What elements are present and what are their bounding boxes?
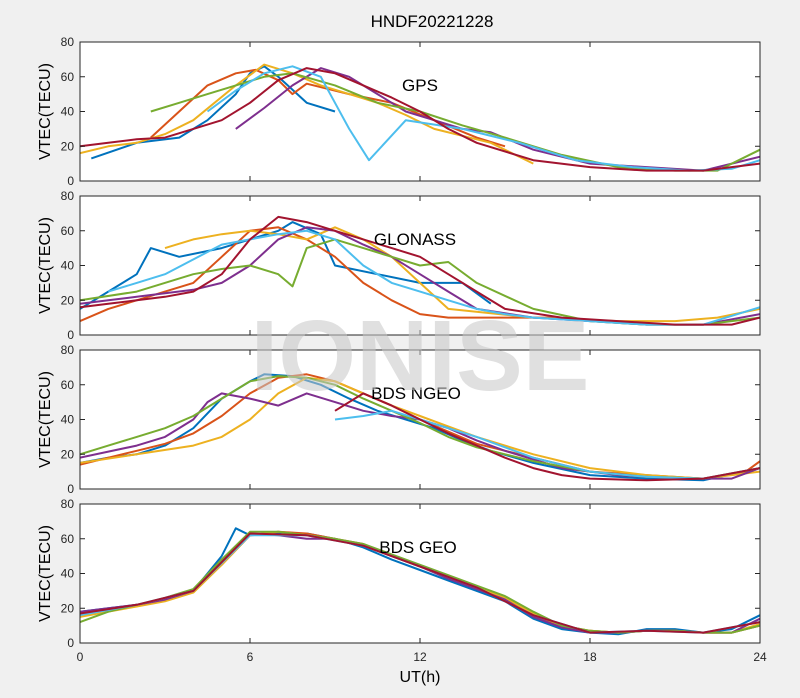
x-tick-label: 18 <box>583 650 597 664</box>
series-line-2 <box>164 226 760 323</box>
panel-2: 0 20 40 60 80 VTEC(TECU) BDS NGEO <box>37 343 761 496</box>
series-group <box>80 63 760 172</box>
x-tick-label: 6 <box>247 650 254 664</box>
y-tick-label: 60 <box>61 378 75 392</box>
y-tick-label: 60 <box>61 70 75 84</box>
panel-3: 0 20 40 60 80 0 6 12 18 24 VTEC(TECU) BDS GEO <box>37 497 767 664</box>
x-axis-label: UT(h) <box>400 669 441 686</box>
y-tick-label: 0 <box>67 174 74 188</box>
y-axis-label: VTEC(TECU) <box>37 63 54 160</box>
watermark-text: IONISE <box>251 300 590 412</box>
series-line-6 <box>80 67 760 172</box>
y-tick-label: 60 <box>61 224 75 238</box>
series-group <box>80 373 760 482</box>
y-tick-label: 40 <box>61 413 75 427</box>
y-tick-label: 0 <box>67 636 74 650</box>
series-line-6 <box>334 392 760 482</box>
y-tick-label: 80 <box>61 189 75 203</box>
figure-title: HNDF20221228 <box>371 12 494 31</box>
series-line-6 <box>80 215 760 326</box>
y-tick-label: 40 <box>61 567 75 581</box>
y-tick-label: 20 <box>61 447 75 461</box>
series-line-6 <box>80 532 760 634</box>
series-line-5 <box>108 229 760 326</box>
y-tick-label: 40 <box>61 105 75 119</box>
y-tick-label: 60 <box>61 532 75 546</box>
y-tick-label: 20 <box>61 601 75 615</box>
plot-area <box>80 504 760 643</box>
panel-1: 0 20 40 60 80 VTEC(TECU) GLONASS <box>37 189 761 342</box>
y-tick-label: 40 <box>61 259 75 273</box>
panel-0: 0 20 40 60 80 VTEC(TECU) GPS <box>37 35 761 188</box>
y-tick-label: 80 <box>61 497 75 511</box>
series-line-5 <box>206 65 760 172</box>
y-tick-label: 0 <box>67 328 74 342</box>
y-axis-label: VTEC(TECU) <box>37 217 54 314</box>
y-axis-label: VTEC(TECU) <box>37 371 54 468</box>
series-group <box>80 215 760 326</box>
y-tick-label: 20 <box>61 139 75 153</box>
y-tick-label: 80 <box>61 343 75 357</box>
x-tick-label: 0 <box>77 650 84 664</box>
y-tick-label: 80 <box>61 35 75 49</box>
panel-label: BDS GEO <box>379 538 456 557</box>
series-line-0 <box>80 221 492 310</box>
panel-label: GLONASS <box>374 230 456 249</box>
y-tick-label: 0 <box>67 482 74 496</box>
x-tick-label: 12 <box>413 650 427 664</box>
series-group <box>80 527 760 636</box>
panel-label: BDS NGEO <box>371 384 461 403</box>
panel-label: GPS <box>402 76 438 95</box>
x-tick-label: 24 <box>753 650 767 664</box>
y-axis-label: VTEC(TECU) <box>37 525 54 622</box>
series-line-5 <box>334 409 760 480</box>
y-tick-label: 20 <box>61 293 75 307</box>
